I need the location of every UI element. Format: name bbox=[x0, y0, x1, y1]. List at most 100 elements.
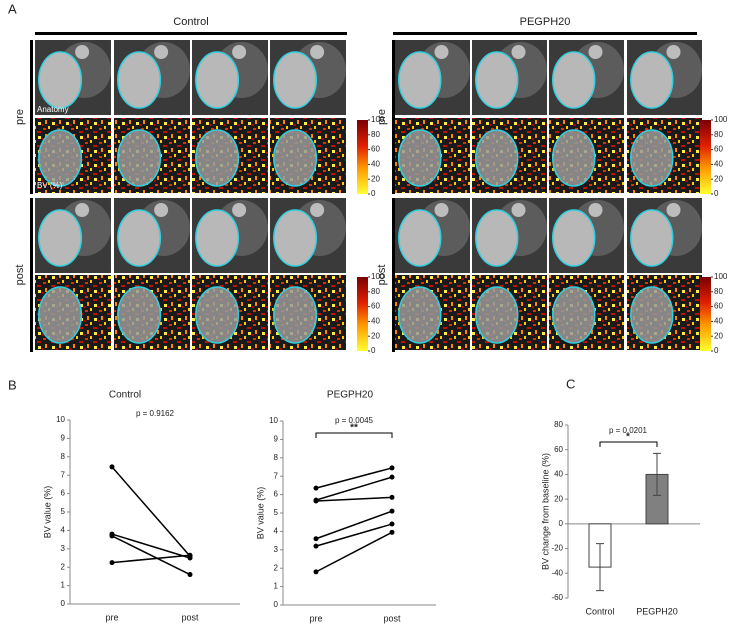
anatomy-label: Anatomy bbox=[37, 105, 69, 114]
y-tick-label: 20 bbox=[554, 494, 563, 503]
point bbox=[187, 552, 193, 558]
y-tick-label: 80 bbox=[554, 420, 563, 429]
colorbar-tick-label: 80 bbox=[371, 287, 380, 296]
y-tick-label: 10 bbox=[56, 415, 65, 424]
chart-title: PEGPH20 bbox=[327, 390, 374, 401]
y-axis-label: BV value (%) bbox=[42, 486, 52, 539]
vessel bbox=[666, 45, 681, 59]
y-tick-label: 1 bbox=[61, 581, 66, 590]
point bbox=[109, 464, 115, 470]
tumor-bv bbox=[398, 129, 442, 187]
y-tick-label: 2 bbox=[274, 563, 279, 572]
point bbox=[389, 529, 395, 535]
point bbox=[187, 572, 193, 578]
colorbar-tick-label: 40 bbox=[371, 317, 380, 326]
colorbar-tick-label: 100 bbox=[714, 115, 728, 124]
tumor-bv bbox=[552, 129, 596, 187]
tumor-bv bbox=[630, 129, 674, 187]
x-tick-label: PEGPH20 bbox=[636, 606, 678, 616]
y-tick-label: -60 bbox=[551, 593, 563, 602]
colorbar-tick-label: 20 bbox=[714, 331, 723, 340]
y-tick-label: -20 bbox=[551, 544, 563, 553]
vessel bbox=[511, 45, 526, 59]
annotation: ** bbox=[350, 423, 358, 434]
row-label: pre bbox=[376, 109, 388, 125]
group-bar bbox=[393, 32, 697, 35]
group-bar bbox=[35, 32, 347, 35]
point bbox=[389, 494, 395, 500]
bv-label: BV (%) bbox=[37, 181, 63, 190]
significance-bracket bbox=[599, 441, 658, 447]
y-tick-label: 5 bbox=[61, 507, 66, 516]
chart-title: Control bbox=[109, 390, 141, 401]
pair-line bbox=[111, 535, 191, 576]
pair-line bbox=[111, 533, 191, 559]
tumor bbox=[117, 51, 162, 109]
vessel bbox=[75, 45, 90, 59]
colorbar bbox=[357, 120, 368, 194]
error-bar bbox=[596, 543, 604, 592]
tumor bbox=[195, 51, 240, 109]
point bbox=[389, 521, 395, 527]
point bbox=[313, 498, 319, 504]
tumor-bv bbox=[552, 286, 596, 344]
tumor bbox=[398, 51, 442, 109]
row-label: post bbox=[14, 265, 26, 286]
tumor bbox=[38, 209, 83, 267]
colorbar-tick-label: 20 bbox=[371, 174, 380, 183]
tumor-bv bbox=[398, 286, 442, 344]
tumor bbox=[630, 209, 674, 267]
colorbar-tick-label: 100 bbox=[714, 272, 728, 281]
panel-label: C bbox=[566, 376, 575, 391]
y-tick-label: 2 bbox=[61, 562, 66, 571]
tumor bbox=[475, 51, 519, 109]
colorbar-tick-label: 40 bbox=[714, 160, 723, 169]
point bbox=[313, 536, 319, 542]
annotation: p = 0.9162 bbox=[136, 409, 175, 418]
error-bar bbox=[653, 452, 661, 496]
vessel bbox=[232, 45, 247, 59]
y-tick-label: 3 bbox=[61, 544, 66, 553]
point bbox=[313, 543, 319, 549]
row-label: pre bbox=[14, 109, 26, 125]
tumor bbox=[273, 51, 318, 109]
point bbox=[109, 560, 115, 566]
pair-line bbox=[315, 467, 393, 489]
colorbar bbox=[700, 120, 711, 194]
y-axis-label: BV change from baseline (%) bbox=[540, 453, 550, 570]
colorbar-tick-label: 80 bbox=[371, 130, 380, 139]
tumor-bv bbox=[630, 286, 674, 344]
tumor bbox=[630, 51, 674, 109]
y-tick-label: 0 bbox=[274, 600, 279, 609]
point bbox=[313, 485, 319, 491]
annotation: * bbox=[626, 432, 630, 443]
tumor-bv bbox=[475, 286, 519, 344]
tumor bbox=[552, 51, 596, 109]
group-title: PEGPH20 bbox=[520, 16, 571, 28]
colorbar bbox=[357, 277, 368, 351]
tumor bbox=[475, 209, 519, 267]
point bbox=[389, 474, 395, 480]
tumor-bv bbox=[117, 129, 162, 187]
y-tick-label: 0 bbox=[559, 519, 564, 528]
tumor bbox=[38, 51, 83, 109]
y-tick-label: 9 bbox=[61, 434, 66, 443]
tumor-bv bbox=[475, 129, 519, 187]
y-tick-label: 0 bbox=[61, 599, 66, 608]
colorbar-tick-label: 60 bbox=[371, 302, 380, 311]
row-bar bbox=[392, 198, 395, 352]
y-tick-label: 9 bbox=[274, 435, 279, 444]
colorbar bbox=[700, 277, 711, 351]
tumor-bv bbox=[273, 286, 318, 344]
vessel bbox=[310, 45, 325, 59]
vessel bbox=[666, 203, 681, 217]
tumor bbox=[552, 209, 596, 267]
x-tick-label: post bbox=[383, 613, 401, 623]
pair-line bbox=[111, 554, 191, 564]
pair-line bbox=[315, 496, 393, 502]
x-tick-label: Control bbox=[585, 606, 614, 616]
colorbar-tick-label: 40 bbox=[371, 160, 380, 169]
tumor-bv bbox=[195, 129, 240, 187]
vessel bbox=[588, 203, 603, 217]
point bbox=[389, 508, 395, 514]
